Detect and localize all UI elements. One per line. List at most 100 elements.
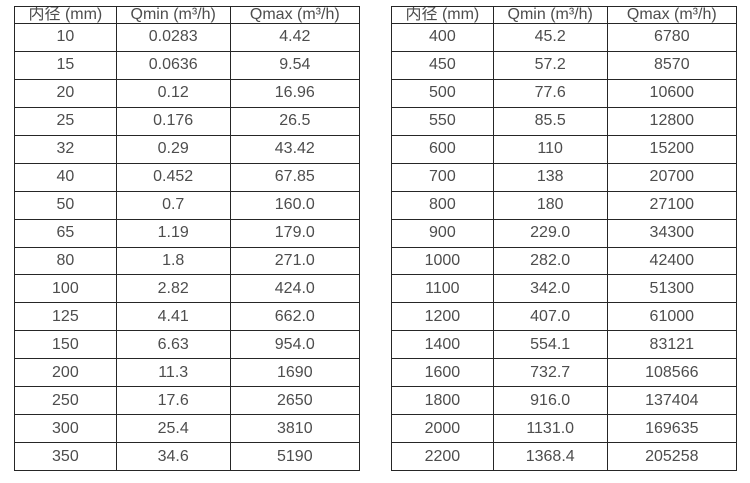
table-row: 1000 282.0 42400 bbox=[391, 246, 738, 276]
table-cell: 42400 bbox=[606, 246, 738, 276]
table-cell: 205258 bbox=[606, 442, 738, 471]
table-cell: 1.8 bbox=[115, 246, 231, 276]
table-row: 65 1.19 179.0 bbox=[14, 218, 361, 248]
table-row: 10 0.0283 4.42 bbox=[14, 23, 361, 52]
table-cell: 1600 bbox=[391, 358, 494, 388]
table-cell: 61000 bbox=[606, 302, 738, 332]
table-cell: 11.3 bbox=[115, 358, 231, 388]
table-cell: 138 bbox=[492, 162, 608, 192]
table-cell: 200 bbox=[14, 358, 117, 388]
table-cell: 5190 bbox=[229, 442, 361, 471]
table-cell: 2650 bbox=[229, 386, 361, 416]
table-body: 400 45.2 6780 450 57.2 8570 500 77.6 10600 550 85.… bbox=[391, 23, 738, 471]
table-row: 200 11.3 1690 bbox=[14, 358, 361, 388]
table-cell: 17.6 bbox=[115, 386, 231, 416]
table-row: 32 0.29 43.42 bbox=[14, 134, 361, 164]
table-row: 800 180 27100 bbox=[391, 190, 738, 220]
table-cell: 400 bbox=[391, 23, 494, 52]
table-cell: 1131.0 bbox=[492, 414, 608, 444]
table-row: 450 57.2 8570 bbox=[391, 50, 738, 80]
table-row: 600 110 15200 bbox=[391, 134, 738, 164]
table-cell: 80 bbox=[14, 246, 117, 276]
table-cell: 450 bbox=[391, 50, 494, 80]
table-cell: 300 bbox=[14, 414, 117, 444]
table-row: 50 0.7 160.0 bbox=[14, 190, 361, 220]
table-row: 40 0.452 67.85 bbox=[14, 162, 361, 192]
table-cell: 1368.4 bbox=[492, 442, 608, 471]
table-cell: 800 bbox=[391, 190, 494, 220]
table-cell: 15 bbox=[14, 50, 117, 80]
table-row: 1400 554.1 83121 bbox=[391, 330, 738, 360]
table-cell: 229.0 bbox=[492, 218, 608, 248]
table-cell: 10600 bbox=[606, 78, 738, 108]
table-cell: 954.0 bbox=[229, 330, 361, 360]
table-row: 15 0.0636 9.54 bbox=[14, 50, 361, 80]
table-row: 20 0.12 16.96 bbox=[14, 78, 361, 108]
header-cell: Qmax (m³/h) bbox=[606, 6, 738, 24]
table-body: 10 0.0283 4.42 15 0.0636 9.54 20 0.12 16.96 25 0.1… bbox=[14, 23, 361, 471]
table-cell: 20 bbox=[14, 78, 117, 108]
table-cell: 180 bbox=[492, 190, 608, 220]
table-cell: 100 bbox=[14, 274, 117, 304]
table-row: 25 0.176 26.5 bbox=[14, 106, 361, 136]
table-cell: 110 bbox=[492, 134, 608, 164]
table-cell: 0.176 bbox=[115, 106, 231, 136]
header-cell: Qmin (m³/h) bbox=[115, 6, 231, 24]
table-cell: 2000 bbox=[391, 414, 494, 444]
table-cell: 4.41 bbox=[115, 302, 231, 332]
table-cell: 65 bbox=[14, 218, 117, 248]
table-cell: 250 bbox=[14, 386, 117, 416]
table-row: 1200 407.0 61000 bbox=[391, 302, 738, 332]
table-row: 1800 916.0 137404 bbox=[391, 386, 738, 416]
header-row: 内径 (mm) Qmin (m³/h) Qmax (m³/h) bbox=[391, 6, 738, 24]
table-cell: 1100 bbox=[391, 274, 494, 304]
table-cell: 43.42 bbox=[229, 134, 361, 164]
table-row: 150 6.63 954.0 bbox=[14, 330, 361, 360]
table-cell: 407.0 bbox=[492, 302, 608, 332]
table-cell: 1.19 bbox=[115, 218, 231, 248]
table-cell: 271.0 bbox=[229, 246, 361, 276]
flow-table-large-diameters: 内径 (mm) Qmin (m³/h) Qmax (m³/h) 400 45.2 678… bbox=[391, 6, 738, 471]
table-cell: 20700 bbox=[606, 162, 738, 192]
table-cell: 160.0 bbox=[229, 190, 361, 220]
table-cell: 12800 bbox=[606, 106, 738, 136]
table-row: 550 85.5 12800 bbox=[391, 106, 738, 136]
header-cell: Qmax (m³/h) bbox=[229, 6, 361, 24]
table-cell: 0.29 bbox=[115, 134, 231, 164]
table-cell: 700 bbox=[391, 162, 494, 192]
table-cell: 282.0 bbox=[492, 246, 608, 276]
table-cell: 342.0 bbox=[492, 274, 608, 304]
table-cell: 600 bbox=[391, 134, 494, 164]
table-cell: 350 bbox=[14, 442, 117, 471]
table-cell: 6780 bbox=[606, 23, 738, 52]
table-cell: 77.6 bbox=[492, 78, 608, 108]
table-cell: 85.5 bbox=[492, 106, 608, 136]
table-cell: 169635 bbox=[606, 414, 738, 444]
table-row: 700 138 20700 bbox=[391, 162, 738, 192]
table-cell: 500 bbox=[391, 78, 494, 108]
table-cell: 34300 bbox=[606, 218, 738, 248]
table-cell: 550 bbox=[391, 106, 494, 136]
table-cell: 1000 bbox=[391, 246, 494, 276]
table-cell: 732.7 bbox=[492, 358, 608, 388]
table-cell: 57.2 bbox=[492, 50, 608, 80]
table-header-row: 内径 (mm) Qmin (m³/h) Qmax (m³/h) bbox=[391, 6, 738, 24]
table-cell: 0.12 bbox=[115, 78, 231, 108]
table-cell: 108566 bbox=[606, 358, 738, 388]
table-cell: 1800 bbox=[391, 386, 494, 416]
table-cell: 4.42 bbox=[229, 23, 361, 52]
flow-table-small-diameters: 内径 (mm) Qmin (m³/h) Qmax (m³/h) 10 0.0283 4.… bbox=[14, 6, 361, 471]
table-cell: 9.54 bbox=[229, 50, 361, 80]
table-row: 2000 1131.0 169635 bbox=[391, 414, 738, 444]
table-cell: 6.63 bbox=[115, 330, 231, 360]
table-cell: 45.2 bbox=[492, 23, 608, 52]
table-row: 500 77.6 10600 bbox=[391, 78, 738, 108]
table-row: 1100 342.0 51300 bbox=[391, 274, 738, 304]
table-row: 80 1.8 271.0 bbox=[14, 246, 361, 276]
table-cell: 900 bbox=[391, 218, 494, 248]
header-cell: 内径 (mm) bbox=[391, 6, 494, 24]
table-cell: 137404 bbox=[606, 386, 738, 416]
table-row: 400 45.2 6780 bbox=[391, 23, 738, 52]
table-cell: 424.0 bbox=[229, 274, 361, 304]
table-row: 125 4.41 662.0 bbox=[14, 302, 361, 332]
